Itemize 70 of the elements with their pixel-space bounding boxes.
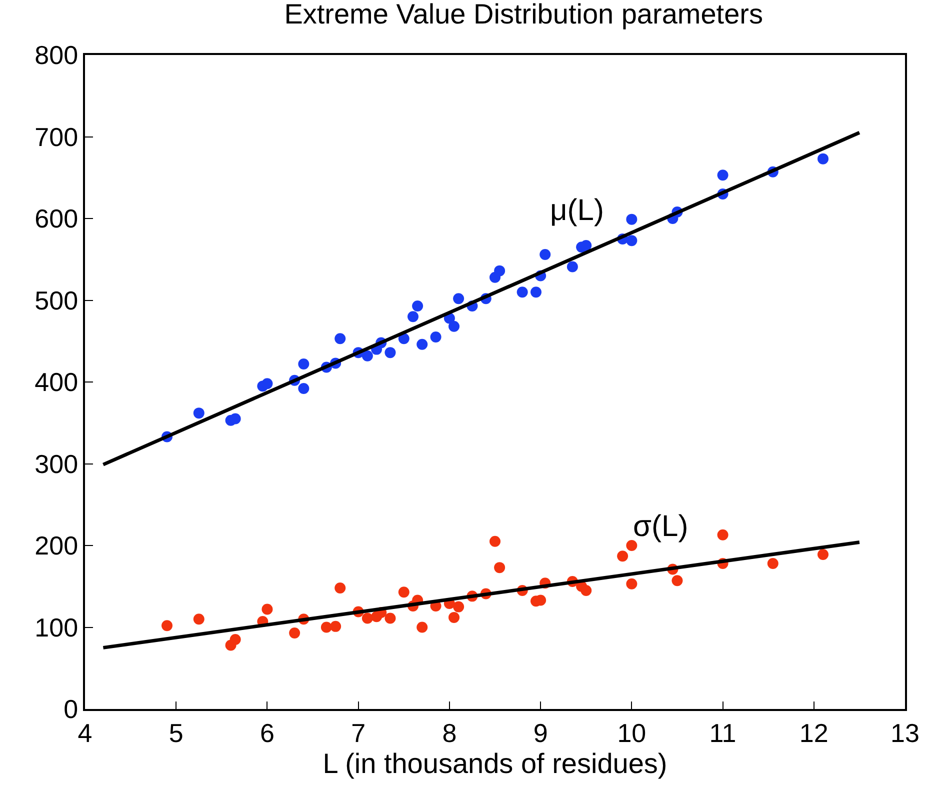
point — [530, 286, 542, 298]
x-tick-label: 9 — [533, 718, 548, 748]
series-label: μ(L) — [550, 194, 604, 227]
point — [516, 286, 528, 298]
point — [320, 622, 332, 633]
y-tick-label: 100 — [34, 612, 78, 642]
point — [412, 300, 424, 312]
point — [448, 320, 460, 332]
point — [818, 548, 828, 560]
point — [193, 614, 204, 625]
point — [540, 248, 551, 260]
y-tick-label: 300 — [34, 448, 78, 479]
point — [580, 240, 592, 251]
x-tick-label: 6 — [260, 718, 274, 748]
y-tick-label: 800 — [34, 40, 78, 70]
point — [448, 612, 460, 623]
x-tick-label: 12 — [799, 718, 828, 748]
point — [298, 358, 310, 370]
point — [490, 536, 500, 547]
y-tick-label: 0 — [64, 694, 78, 724]
point — [494, 265, 506, 276]
y-tick-label: 700 — [34, 122, 78, 152]
point — [408, 311, 418, 322]
y-tick-label: 600 — [34, 204, 78, 234]
point — [453, 293, 464, 304]
point — [767, 558, 778, 569]
point — [334, 333, 346, 344]
point — [384, 612, 396, 624]
series-label: σ(L) — [633, 510, 688, 543]
x-tick-label: 11 — [709, 718, 736, 748]
x-tick-label: 5 — [168, 718, 184, 748]
point — [262, 378, 273, 390]
point — [262, 604, 273, 615]
point — [330, 620, 342, 632]
point — [416, 338, 428, 350]
point — [626, 578, 638, 590]
point — [384, 347, 396, 358]
point — [566, 261, 578, 272]
point — [494, 562, 506, 574]
point — [416, 622, 428, 633]
point — [362, 612, 373, 624]
point — [362, 350, 373, 362]
x-tick-label: 13 — [890, 718, 920, 748]
point — [398, 586, 410, 598]
point — [298, 383, 310, 394]
point — [626, 235, 638, 246]
point — [672, 575, 683, 586]
point — [717, 529, 728, 540]
point — [818, 153, 828, 164]
x-tick-label: 7 — [351, 718, 366, 748]
point — [580, 584, 592, 596]
x-tick-label: 8 — [442, 718, 457, 748]
x-tick-label: 4 — [78, 718, 92, 748]
point — [717, 170, 728, 181]
x-tick-label: 10 — [617, 718, 646, 748]
y-tick-label: 400 — [34, 367, 78, 398]
y-tick-label: 500 — [34, 285, 78, 316]
point — [193, 408, 204, 419]
point — [162, 620, 172, 632]
point — [334, 582, 346, 594]
point — [626, 214, 638, 225]
y-tick-label: 200 — [34, 530, 78, 561]
point — [289, 627, 300, 638]
point — [230, 634, 241, 646]
chart-title: Extreme Value Distribution parameters — [284, 0, 763, 30]
point — [617, 550, 628, 562]
point — [430, 332, 442, 343]
point — [453, 601, 464, 612]
x-axis-title: L (in thousands of residues) — [322, 748, 668, 779]
point — [230, 413, 241, 424]
